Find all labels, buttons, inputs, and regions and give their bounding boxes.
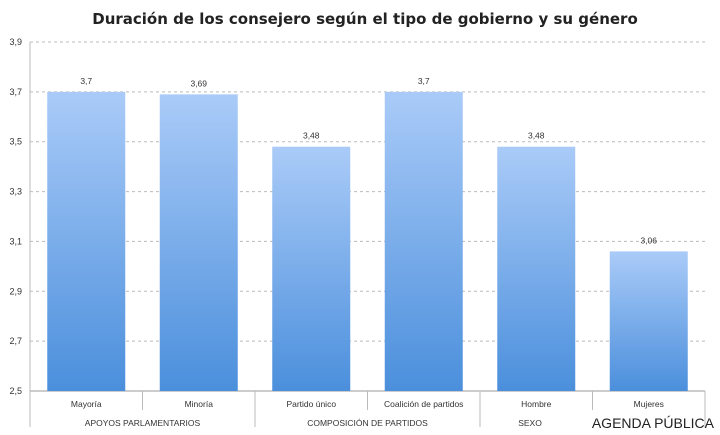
category-label: Mujeres <box>634 399 664 409</box>
bar <box>384 91 463 391</box>
bar <box>497 146 576 391</box>
group-label: SEXO <box>518 418 542 428</box>
category-label: Hombre <box>521 399 552 409</box>
y-tick-label: 3,1 <box>9 236 22 246</box>
data-label: 3,7 <box>418 76 430 86</box>
chart-title: Duración de los consejero según el tipo … <box>92 10 638 28</box>
data-label: 3,48 <box>303 131 320 141</box>
category-label: Coalición de partidos <box>384 399 463 409</box>
y-tick-label: 3,5 <box>9 137 22 147</box>
bar <box>609 251 688 391</box>
bar <box>272 146 351 391</box>
y-tick-label: 3,7 <box>9 87 22 97</box>
data-label: 3,7 <box>80 76 92 86</box>
category-label: Partido único <box>286 399 336 409</box>
group-label: APOYOS PARLAMENTARIOS <box>85 418 201 428</box>
category-label: Mayoría <box>71 399 102 409</box>
data-label: 3,48 <box>528 131 545 141</box>
y-tick-label: 2,9 <box>9 286 22 296</box>
y-tick-label: 3,9 <box>9 37 22 47</box>
group-label: COMPOSICIÓN DE PARTIDOS <box>307 418 428 428</box>
bar <box>47 91 126 391</box>
y-tick-label: 3,3 <box>9 187 22 197</box>
y-tick-label: 2,7 <box>9 336 22 346</box>
category-label: Minoría <box>185 399 214 409</box>
bar <box>159 94 238 391</box>
watermark: AGENDA PÚBLICA <box>591 415 714 431</box>
data-label: 3,69 <box>190 78 207 88</box>
y-tick-label: 2,5 <box>9 386 22 396</box>
data-label: 3,06 <box>640 235 657 245</box>
